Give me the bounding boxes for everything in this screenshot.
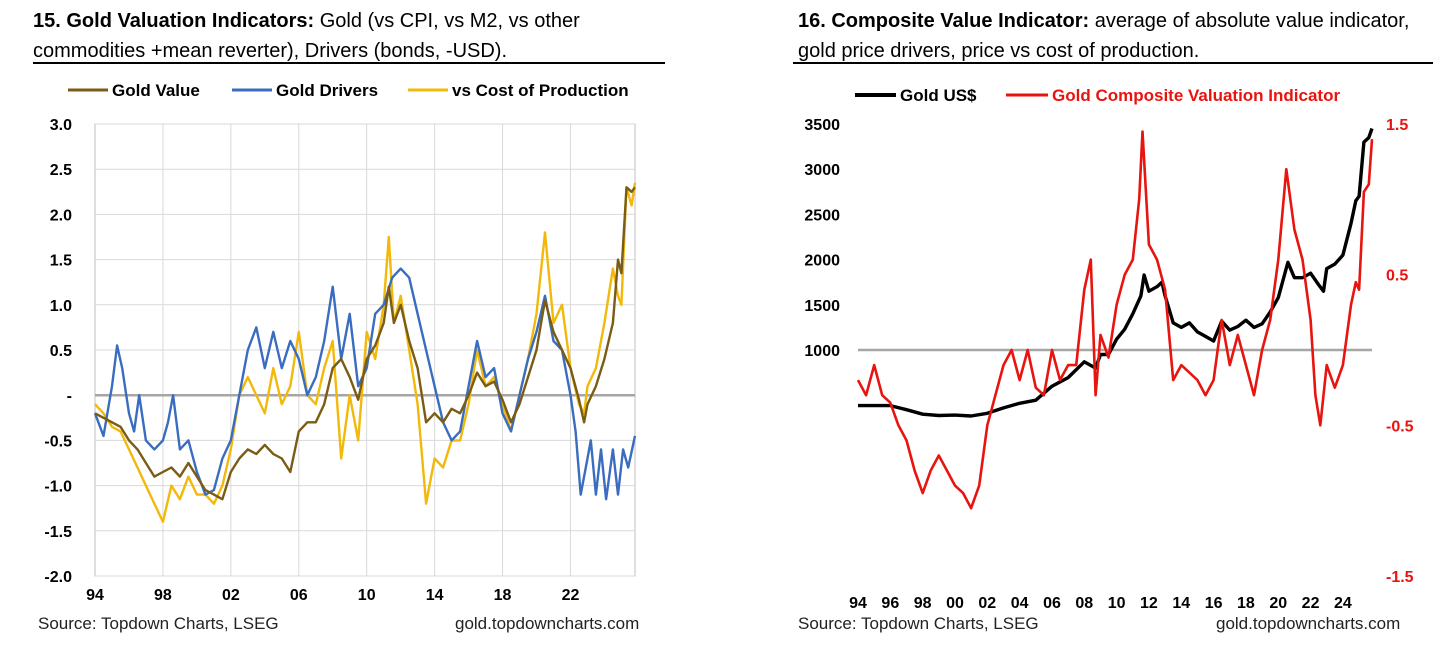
site-footer: gold.topdowncharts.com xyxy=(455,614,640,633)
x-tick-label: 20 xyxy=(1269,595,1287,612)
x-tick-label: 04 xyxy=(1011,595,1029,612)
series-line-gold-usd xyxy=(858,127,1374,418)
title-rule xyxy=(33,62,665,64)
y-tick-label: - xyxy=(67,388,72,405)
x-tick-label: 10 xyxy=(358,587,376,604)
x-tick-label: 98 xyxy=(154,587,172,604)
x-tick-label: 02 xyxy=(978,595,996,612)
y-tick-label: 3.0 xyxy=(50,117,72,134)
x-tick-label: 98 xyxy=(914,595,932,612)
chart-panel-composite-value: 16. Composite Value Indicator: average o… xyxy=(760,0,1440,646)
y-left-tick-label: 2000 xyxy=(804,253,840,270)
x-tick-label: 16 xyxy=(1205,595,1223,612)
x-tick-label: 08 xyxy=(1075,595,1093,612)
y-tick-label: 0.5 xyxy=(50,343,72,360)
x-tick-label: 14 xyxy=(426,587,444,604)
x-tick-label: 02 xyxy=(222,587,240,604)
x-tick-label: 22 xyxy=(562,587,580,604)
y-left-tick-label: 3000 xyxy=(804,162,840,179)
y-left-tick-label: 2500 xyxy=(804,207,840,224)
y-right-tick-label: -1.5 xyxy=(1386,569,1414,586)
legend-label: vs Cost of Production xyxy=(452,81,629,100)
x-tick-label: 18 xyxy=(1237,595,1255,612)
y-right-tick-label: 0.5 xyxy=(1386,268,1408,285)
x-tick-label: 94 xyxy=(849,595,867,612)
series-line-composite-valuation xyxy=(856,130,1374,510)
x-tick-label: 06 xyxy=(290,587,308,604)
x-tick-label: 24 xyxy=(1334,595,1352,612)
chart-title-bold: 16. Composite Value Indicator: xyxy=(798,10,1090,32)
chart-subtitle: Gold (vs CPI, vs M2, vs other commoditie… xyxy=(33,10,580,62)
chart-title-gold-valuation: 15. Gold Valuation Indicators: Gold (vs … xyxy=(33,6,673,66)
y-tick-label: -1.0 xyxy=(44,479,72,496)
y-tick-label: -1.5 xyxy=(44,524,72,541)
y-tick-label: 1.5 xyxy=(50,253,72,270)
chart-gold-valuation: 3.0 2.5 2.0 1.5 1.0 0.5 - -0.5 -1.0 -1.5 -2.0 94 98 0… xyxy=(44,81,637,604)
y-tick-label: 2.0 xyxy=(50,207,72,224)
x-tick-label: 94 xyxy=(86,587,104,604)
y-left-tick-label: 3500 xyxy=(804,117,840,134)
legend-label: Gold US$ xyxy=(900,86,977,105)
y-right-tick-label: -0.5 xyxy=(1386,418,1414,435)
series-line-gold-drivers xyxy=(93,267,637,501)
y-tick-label: -2.0 xyxy=(44,569,72,586)
y-tick-label: 2.5 xyxy=(50,162,72,179)
x-tick-label: 14 xyxy=(1172,595,1190,612)
legend-label: Gold Drivers xyxy=(276,81,378,100)
x-tick-label: 00 xyxy=(946,595,964,612)
chart-panel-gold-valuation: 15. Gold Valuation Indicators: Gold (vs … xyxy=(0,0,680,646)
source-footer: Source: Topdown Charts, LSEG xyxy=(38,614,279,633)
x-tick-label: 96 xyxy=(881,595,899,612)
site-footer: gold.topdowncharts.com xyxy=(1216,614,1401,633)
legend-label: Gold Value xyxy=(112,81,200,100)
y-tick-label: 1.0 xyxy=(50,298,72,315)
chart-title-bold: 15. Gold Valuation Indicators: xyxy=(33,10,315,32)
chart-title-composite-value: 16. Composite Value Indicator: average o… xyxy=(798,6,1438,66)
x-tick-label: 06 xyxy=(1043,595,1061,612)
x-tick-label: 10 xyxy=(1108,595,1126,612)
y-left-tick-label: 1500 xyxy=(804,298,840,315)
source-footer: Source: Topdown Charts, LSEG xyxy=(798,614,1039,633)
chart-subtitle: average of absolute value indicator, gol… xyxy=(798,10,1410,62)
y-tick-label: -0.5 xyxy=(44,433,72,450)
series-line-gold-value xyxy=(94,186,636,501)
legend-label: Gold Composite Valuation Indicator xyxy=(1052,86,1340,105)
x-tick-label: 18 xyxy=(494,587,512,604)
x-tick-label: 12 xyxy=(1140,595,1158,612)
y-left-tick-label: 1000 xyxy=(804,343,840,360)
title-rule xyxy=(793,62,1433,64)
y-right-tick-label: 1.5 xyxy=(1386,117,1408,134)
x-tick-label: 22 xyxy=(1302,595,1320,612)
chart-composite-value: 3500300025002000150010001.50.5-0.5-1.594… xyxy=(804,86,1414,612)
